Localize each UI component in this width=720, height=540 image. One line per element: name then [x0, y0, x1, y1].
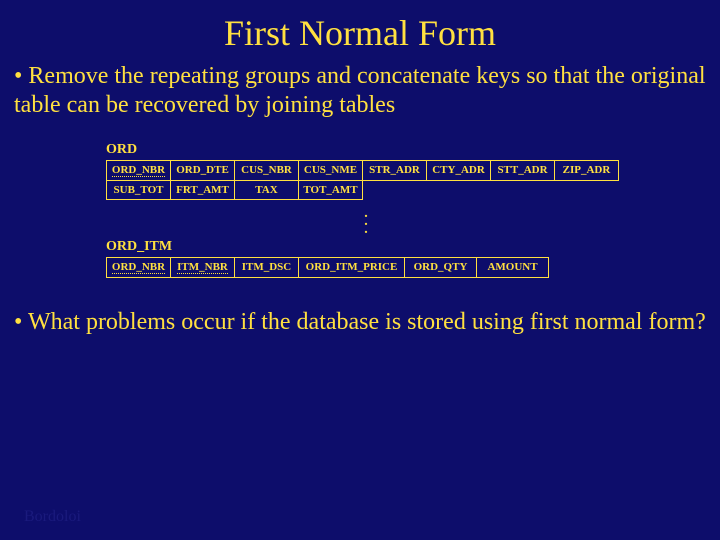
cell-cty-adr: CTY_ADR: [427, 160, 491, 180]
cell-itm-nbr: ITM_NBR: [171, 257, 235, 277]
slide-title: First Normal Form: [0, 0, 720, 62]
dot: .: [106, 226, 626, 234]
bullet-2: • What problems occur if the database is…: [0, 304, 720, 337]
cell-sub-tot: SUB_TOT: [107, 180, 171, 199]
cell-tot-amt: TOT_AMT: [299, 180, 363, 199]
cell-ord-nbr: ORD_NBR: [107, 257, 171, 277]
cell-ord-itm-price: ORD_ITM_PRICE: [299, 257, 405, 277]
ord-table-block: ORD ORD_NBR ORD_DTE CUS_NBR CUS_NME STR_…: [106, 142, 720, 278]
vertical-dots: . . .: [106, 210, 626, 235]
cell-ord-nbr: ORD_NBR: [107, 160, 171, 180]
ord-table: ORD_NBR ORD_DTE CUS_NBR CUS_NME STR_ADR …: [106, 160, 619, 200]
cell-amount: AMOUNT: [477, 257, 549, 277]
itm-table-label: ORD_ITM: [106, 239, 720, 255]
table-row: ORD_NBR ORD_DTE CUS_NBR CUS_NME STR_ADR …: [107, 160, 619, 180]
table-row: ORD_NBR ITM_NBR ITM_DSC ORD_ITM_PRICE OR…: [107, 257, 549, 277]
bullet-1: • Remove the repeating groups and concat…: [0, 62, 720, 120]
cell-cus-nbr: CUS_NBR: [235, 160, 299, 180]
cell-ord-qty: ORD_QTY: [405, 257, 477, 277]
ord-table-label: ORD: [106, 142, 720, 158]
cell-tax: TAX: [235, 180, 299, 199]
table-row: SUB_TOT FRT_AMT TAX TOT_AMT: [107, 180, 619, 199]
cell-zip-adr: ZIP_ADR: [555, 160, 619, 180]
cell-ord-dte: ORD_DTE: [171, 160, 235, 180]
cell-str-adr: STR_ADR: [363, 160, 427, 180]
ord-itm-table: ORD_NBR ITM_NBR ITM_DSC ORD_ITM_PRICE OR…: [106, 257, 549, 278]
cell-itm-dsc: ITM_DSC: [235, 257, 299, 277]
cell-frt-amt: FRT_AMT: [171, 180, 235, 199]
cell-cus-nme: CUS_NME: [299, 160, 363, 180]
cell-stt-adr: STT_ADR: [491, 160, 555, 180]
author-label: Bordoloi: [24, 508, 81, 526]
